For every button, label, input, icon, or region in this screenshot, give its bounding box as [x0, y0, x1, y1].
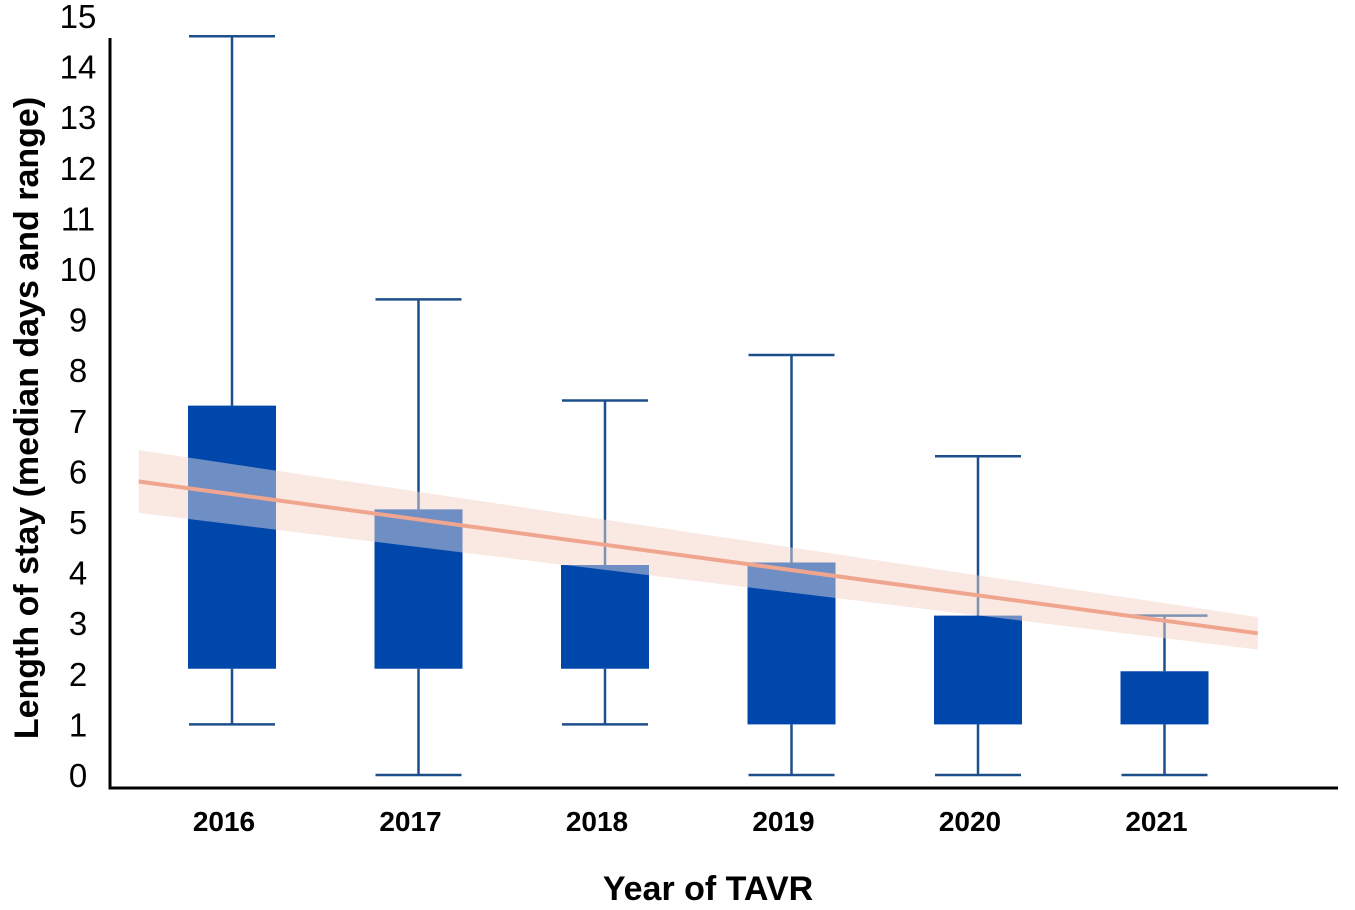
x-tick-label-2019: 2019 — [752, 806, 814, 837]
trend-line — [138, 479, 1259, 636]
iqr-box — [1120, 671, 1209, 725]
y-tick-label-0: 0 — [69, 757, 87, 794]
iqr-box — [934, 615, 1022, 725]
confidence-band-overlay — [138, 450, 1258, 650]
y-tick-label-11: 11 — [61, 200, 95, 237]
iqr-box — [747, 562, 836, 725]
y-tick-label-7: 7 — [69, 403, 87, 440]
overlay-layer — [138, 450, 1259, 650]
y-tick-label-10: 10 — [60, 251, 97, 288]
y-tick-label-15: 15 — [60, 0, 97, 35]
box-2021 — [1120, 614, 1209, 777]
x-tick-label-2017: 2017 — [379, 806, 441, 837]
y-axis-title: Length of stay (median days and range) — [8, 97, 46, 739]
y-tick-label-13: 13 — [60, 99, 97, 136]
box-2016 — [188, 34, 276, 726]
box-2019 — [747, 353, 836, 777]
x-tick-label-2018: 2018 — [566, 806, 628, 837]
y-tick-label-6: 6 — [69, 453, 87, 490]
confidence-band-tint — [138, 450, 1258, 650]
y-tick-label-1: 1 — [69, 706, 87, 743]
box-2017 — [374, 298, 463, 777]
y-tick-label-4: 4 — [69, 555, 87, 592]
y-tick-label-5: 5 — [69, 504, 87, 541]
box-layer — [188, 34, 1209, 777]
y-tick-label-14: 14 — [60, 49, 97, 86]
iqr-box — [188, 405, 276, 669]
iqr-box — [374, 509, 463, 669]
box-2018 — [561, 399, 649, 726]
y-tick-label-8: 8 — [69, 352, 87, 389]
x-tick-label-2020: 2020 — [939, 806, 1001, 837]
x-tick-label-2021: 2021 — [1125, 806, 1187, 837]
box-2020 — [934, 454, 1022, 777]
iqr-box — [561, 565, 649, 669]
axis-layer — [108, 38, 1338, 790]
y-tick-label-2: 2 — [69, 656, 87, 693]
x-axis-title: Year of TAVR — [603, 870, 813, 908]
x-tick-label-2016: 2016 — [193, 806, 255, 837]
y-tick-label-9: 9 — [69, 302, 87, 339]
y-tick-label-3: 3 — [69, 605, 87, 642]
y-tick-label-12: 12 — [60, 150, 97, 187]
